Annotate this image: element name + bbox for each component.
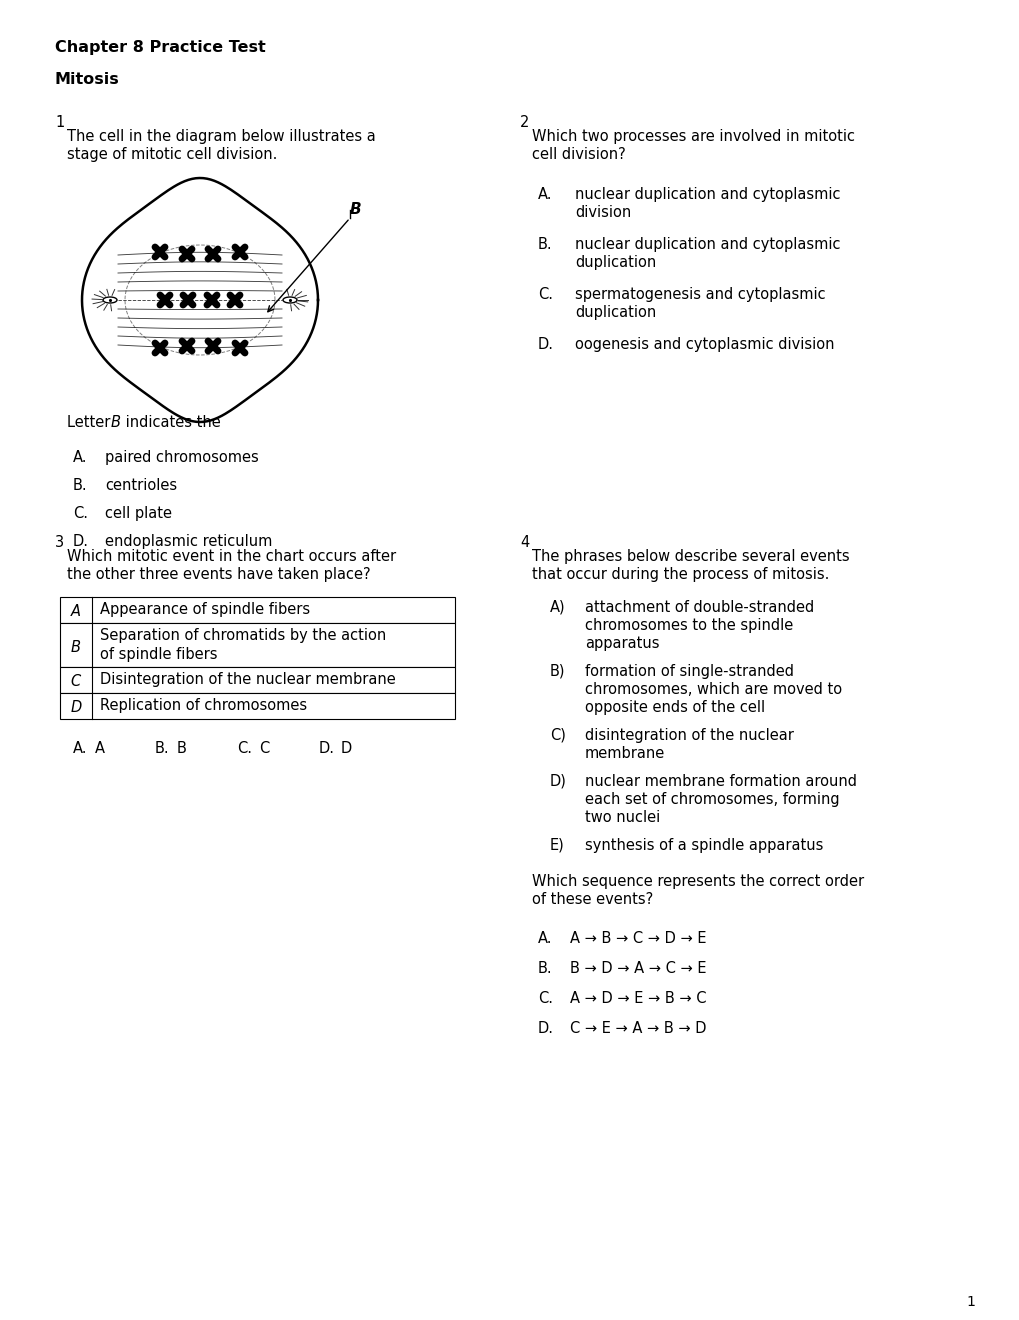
Text: each set of chromosomes, forming: each set of chromosomes, forming [585,792,839,807]
Text: Mitosis: Mitosis [55,73,119,87]
Text: attachment of double-stranded: attachment of double-stranded [585,601,813,615]
Text: The cell in the diagram below illustrates a: The cell in the diagram below illustrate… [67,129,375,144]
Text: B): B) [549,664,565,678]
Text: Which mitotic event in the chart occurs after: Which mitotic event in the chart occurs … [67,549,395,564]
Text: of these events?: of these events? [532,892,652,907]
Text: 3: 3 [55,535,64,550]
Text: B.: B. [155,741,169,756]
Text: formation of single-stranded: formation of single-stranded [585,664,793,678]
Text: C.: C. [73,506,88,521]
Text: synthesis of a spindle apparatus: synthesis of a spindle apparatus [585,838,822,853]
FancyBboxPatch shape [60,597,454,623]
Text: D.: D. [319,741,334,756]
Text: A.: A. [73,741,88,756]
Text: C.: C. [236,741,252,756]
Text: C: C [259,741,269,756]
Text: chromosomes, which are moved to: chromosomes, which are moved to [585,682,842,697]
Text: the other three events have taken place?: the other three events have taken place? [67,568,370,582]
Text: centrioles: centrioles [105,478,177,492]
Text: division: division [575,205,631,220]
Text: B: B [111,414,121,430]
Text: nuclear membrane formation around: nuclear membrane formation around [585,774,856,789]
Text: endoplasmic reticulum: endoplasmic reticulum [105,535,272,549]
Text: 1: 1 [965,1295,974,1309]
Text: indicates the: indicates the [121,414,220,430]
Text: 4: 4 [520,535,529,550]
Text: cell division?: cell division? [532,147,625,162]
Text: A.: A. [73,450,88,465]
FancyBboxPatch shape [60,693,454,719]
Text: A: A [71,605,81,619]
FancyBboxPatch shape [60,667,454,693]
Text: 1: 1 [55,115,64,129]
Text: C.: C. [537,286,552,302]
Text: D.: D. [537,337,553,352]
Text: A.: A. [537,187,552,202]
Text: The phrases below describe several events: The phrases below describe several event… [532,549,849,564]
Text: Chapter 8 Practice Test: Chapter 8 Practice Test [55,40,266,55]
Text: Which two processes are involved in mitotic: Which two processes are involved in mito… [532,129,854,144]
Text: A → D → E → B → C: A → D → E → B → C [570,991,706,1006]
Text: D.: D. [73,535,89,549]
Ellipse shape [103,297,117,304]
Text: B: B [177,741,186,756]
Text: chromosomes to the spindle: chromosomes to the spindle [585,618,793,634]
Text: two nuclei: two nuclei [585,810,659,825]
Text: C: C [70,675,82,689]
Text: D: D [340,741,352,756]
Text: stage of mitotic cell division.: stage of mitotic cell division. [67,147,277,162]
Text: C → E → A → B → D: C → E → A → B → D [570,1020,706,1036]
Text: A.: A. [537,931,552,946]
Text: nuclear duplication and cytoplasmic: nuclear duplication and cytoplasmic [575,187,840,202]
Text: Disintegration of the nuclear membrane: Disintegration of the nuclear membrane [100,672,395,686]
Text: B: B [71,639,81,655]
FancyBboxPatch shape [60,623,454,667]
Text: C): C) [549,729,566,743]
Text: Replication of chromosomes: Replication of chromosomes [100,698,307,713]
Text: B.: B. [73,478,88,492]
Text: apparatus: apparatus [585,636,659,651]
Text: B.: B. [537,961,552,975]
Text: C.: C. [537,991,552,1006]
Text: paired chromosomes: paired chromosomes [105,450,259,465]
Text: A → B → C → D → E: A → B → C → D → E [570,931,706,946]
Text: Appearance of spindle fibers: Appearance of spindle fibers [100,602,310,616]
Text: duplication: duplication [575,255,655,271]
Text: Which sequence represents the correct order: Which sequence represents the correct or… [532,874,863,888]
Text: Letter: Letter [67,414,115,430]
Text: that occur during the process of mitosis.: that occur during the process of mitosis… [532,568,828,582]
Text: oogenesis and cytoplasmic division: oogenesis and cytoplasmic division [575,337,834,352]
Text: membrane: membrane [585,746,664,762]
Text: E): E) [549,838,565,853]
Text: D): D) [549,774,567,789]
Text: D.: D. [537,1020,553,1036]
Text: of spindle fibers: of spindle fibers [100,647,217,663]
Text: 2: 2 [520,115,529,129]
Text: spermatogenesis and cytoplasmic: spermatogenesis and cytoplasmic [575,286,824,302]
Text: A: A [95,741,105,756]
Text: B → D → A → C → E: B → D → A → C → E [570,961,706,975]
Text: cell plate: cell plate [105,506,172,521]
Text: opposite ends of the cell: opposite ends of the cell [585,700,764,715]
Text: nuclear duplication and cytoplasmic: nuclear duplication and cytoplasmic [575,238,840,252]
Text: duplication: duplication [575,305,655,319]
Ellipse shape [282,297,297,304]
Text: disintegration of the nuclear: disintegration of the nuclear [585,729,793,743]
Text: D: D [70,701,82,715]
Text: B: B [348,202,361,218]
Text: Separation of chromatids by the action: Separation of chromatids by the action [100,628,386,643]
Text: B.: B. [537,238,552,252]
Text: A): A) [549,601,566,615]
